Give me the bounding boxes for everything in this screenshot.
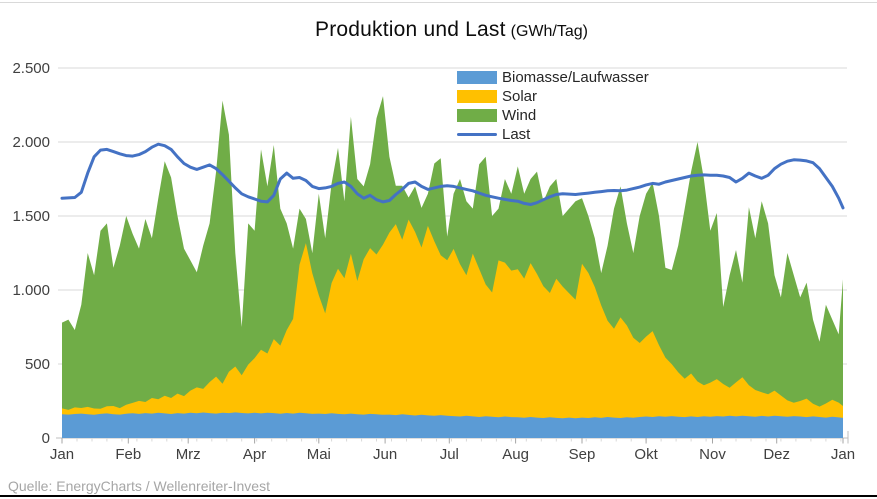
legend-item-solar: Solar (457, 87, 649, 106)
chart-title-unit: (GWh/Tag) (510, 23, 588, 40)
x-axis-tick-label: Mrz (176, 446, 201, 463)
legend-swatch-solar (457, 90, 497, 103)
area-biomasse-laufwasser (62, 412, 843, 438)
plot-area: 0 500 1.000 1.500 2.000 2.500 Jan Feb Mrz Apr Mai J… (12, 60, 855, 463)
chart-title: Produktion und Last (GWh/Tag) (13, 18, 877, 42)
legend-swatch-wind (457, 109, 497, 122)
x-axis-tick-label: Okt (634, 446, 658, 463)
y-axis-tick-label: 0 (42, 430, 50, 447)
legend-label-biomasse: Biomasse/Laufwasser (502, 69, 649, 86)
source-caption: Quelle: EnergyCharts / Wellenreiter-Inve… (8, 478, 270, 494)
x-axis-tick-label: Sep (569, 446, 596, 463)
y-axis-tick-label: 2.500 (12, 60, 50, 77)
legend-label-wind: Wind (502, 107, 537, 124)
y-axis-tick-label: 1.000 (12, 282, 50, 299)
legend-item-wind: Wind (457, 106, 649, 125)
x-axis-tick-label: Jul (440, 446, 459, 463)
legend: Biomasse/Laufwasser Solar Wind Last (457, 68, 649, 144)
x-axis-tick-label: Feb (115, 446, 141, 463)
area-solar (62, 219, 843, 438)
x-axis-tick-label: Apr (243, 446, 266, 463)
legend-label-last: Last (502, 126, 531, 143)
y-axis-tick-label: 2.000 (12, 134, 50, 151)
x-axis-tick-label: Jan (50, 446, 74, 463)
y-axis-tick-label: 1.500 (12, 208, 50, 225)
chart-title-text: Produktion und Last (315, 18, 506, 41)
top-border-line (0, 2, 877, 3)
legend-swatch-last (457, 133, 497, 136)
x-axis-tick-label: Jan (831, 446, 855, 463)
x-axis-tick-label: Mai (307, 446, 331, 463)
x-axis-tick-label: Nov (699, 446, 726, 463)
legend-label-solar: Solar (502, 88, 538, 105)
bottom-border-line (0, 495, 877, 497)
y-axis-tick-label: 500 (25, 356, 50, 373)
x-axis-tick-label: Dez (763, 446, 790, 463)
legend-item-last: Last (457, 125, 649, 144)
legend-item-biomasse: Biomasse/Laufwasser (457, 68, 649, 87)
last-line (60, 142, 845, 210)
x-axis-tick-label: Aug (502, 446, 529, 463)
x-axis-tick-label: Jun (373, 446, 397, 463)
legend-swatch-biomasse (457, 71, 497, 84)
